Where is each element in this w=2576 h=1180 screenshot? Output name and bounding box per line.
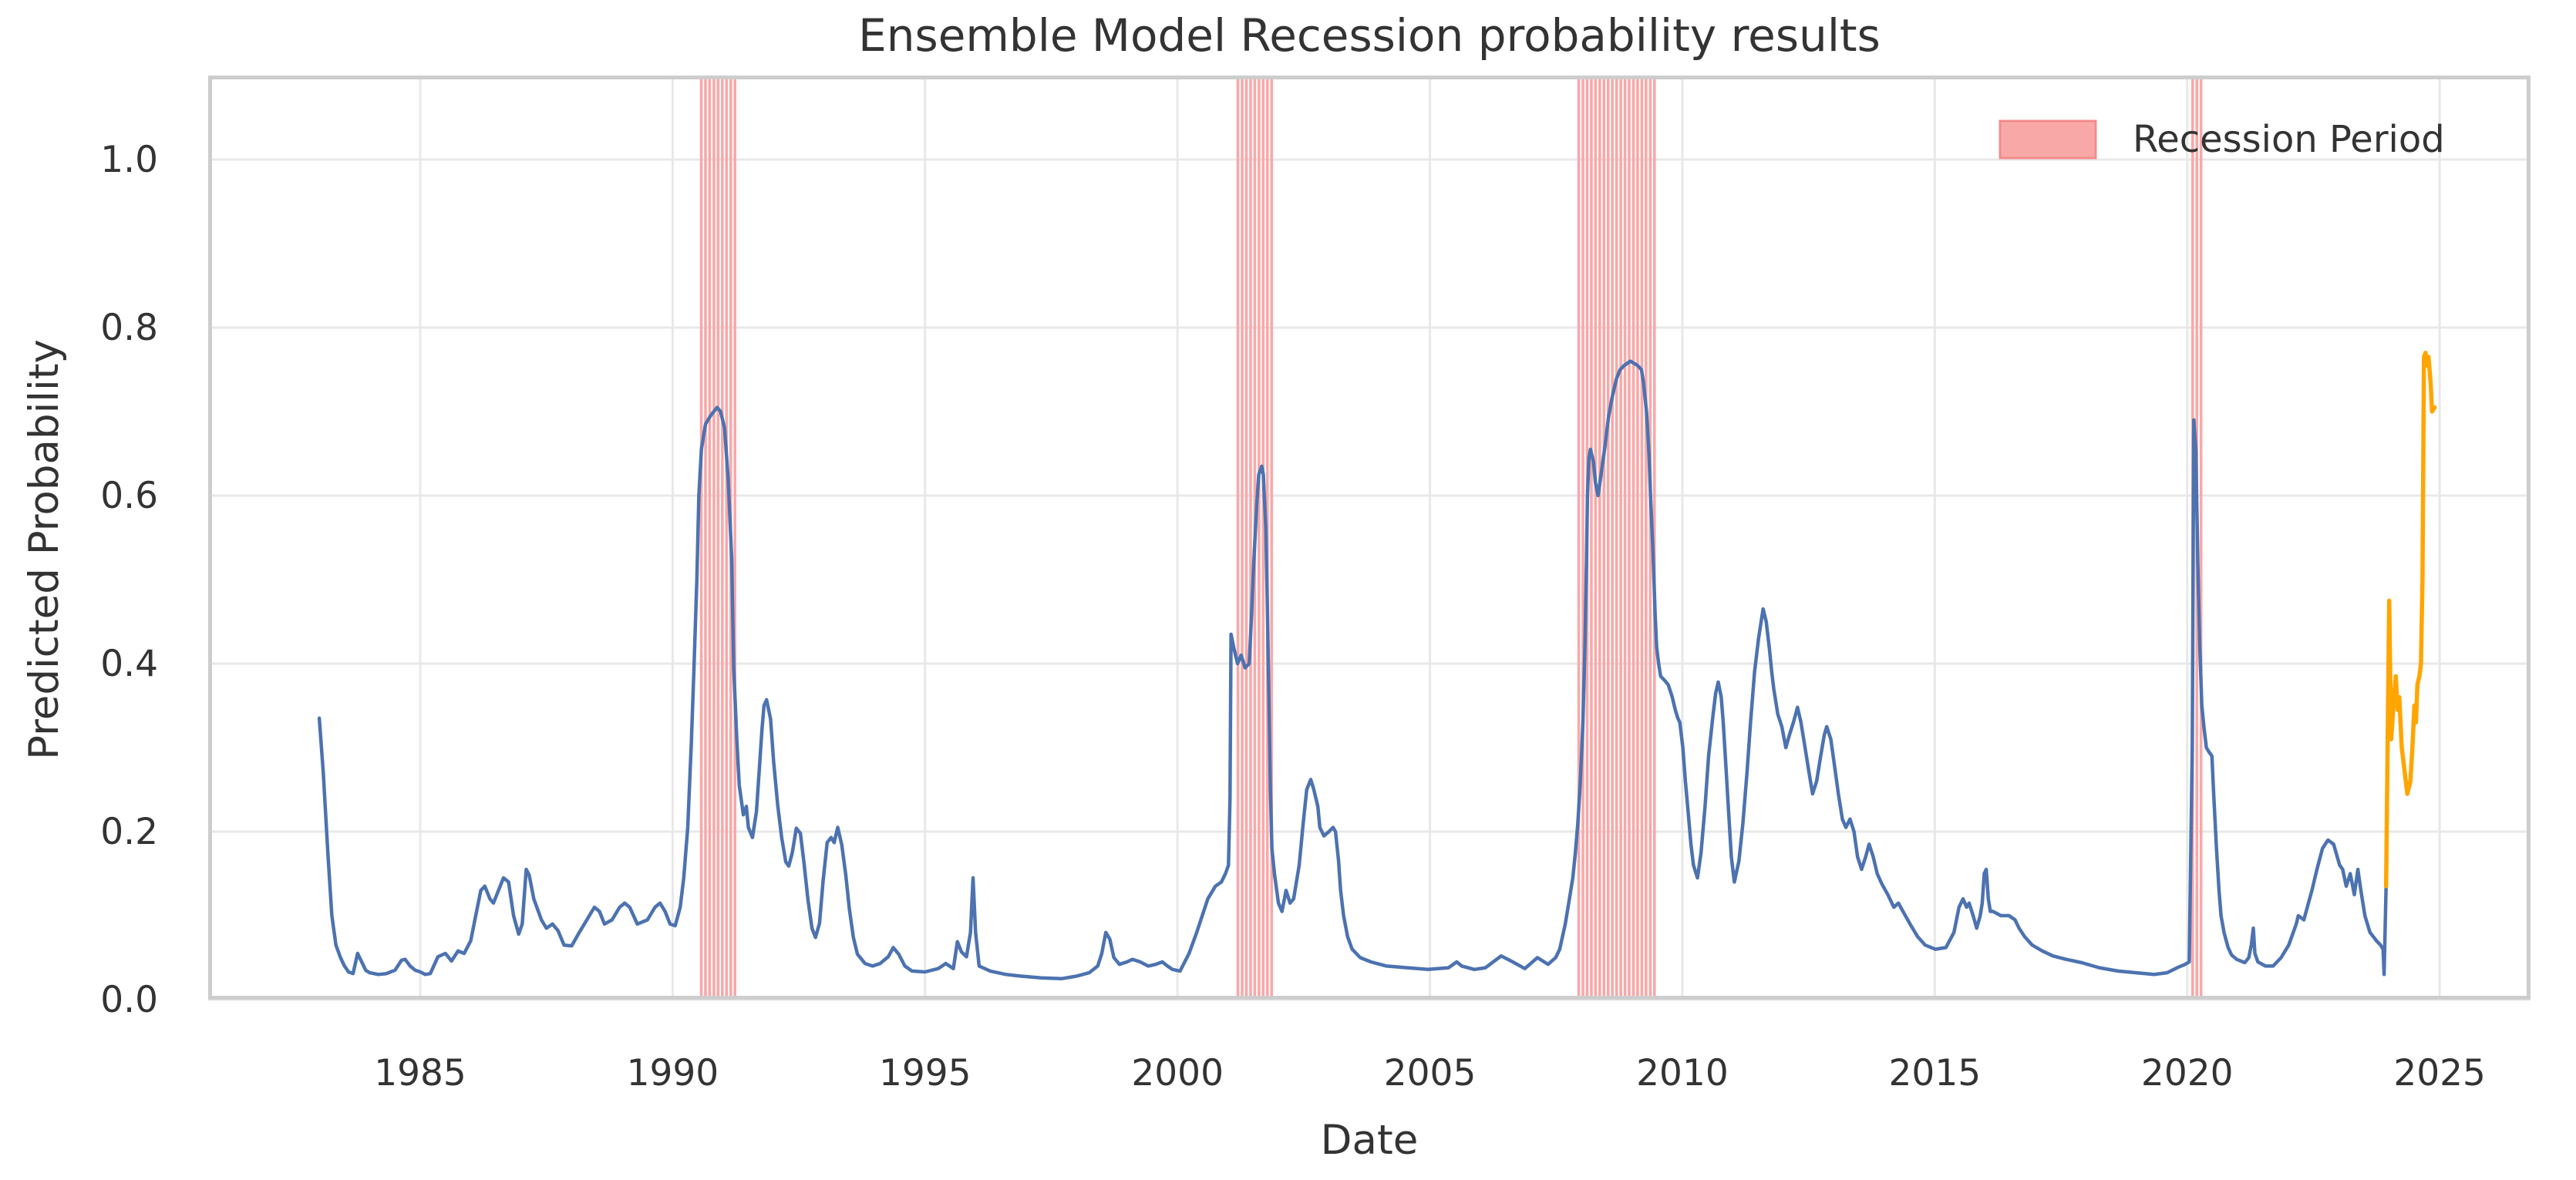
recession-band-bar xyxy=(704,77,707,998)
recession-band-bar xyxy=(1606,77,1610,998)
axes-border xyxy=(208,76,2531,1000)
x-tick-label: 2010 xyxy=(1636,1052,1729,1094)
recession-band-bar xyxy=(1615,77,1618,998)
recession-band-bar xyxy=(1640,77,1644,998)
recession-band-bar xyxy=(1236,77,1240,998)
plot-area xyxy=(208,76,2531,1000)
recession-band-bar xyxy=(2199,77,2203,998)
legend: Recession Period xyxy=(1999,118,2445,161)
y-tick-label: 0.8 xyxy=(100,307,158,349)
predicted-probability-recent-line xyxy=(2383,350,2437,889)
legend-label: Recession Period xyxy=(2133,118,2445,161)
recession-band-bar xyxy=(1611,77,1615,998)
recession-band-bar xyxy=(1648,77,1652,998)
recession-band-bar xyxy=(1270,77,1274,998)
recession-band-bar xyxy=(1636,77,1639,998)
x-tick-label: 1985 xyxy=(374,1052,466,1094)
recession-band-bar xyxy=(733,77,737,998)
x-tick-label: 2020 xyxy=(2141,1052,2234,1094)
recession-band-bar xyxy=(716,77,720,998)
chart-title: Ensemble Model Recession probability res… xyxy=(858,9,1881,62)
recession-band-bar xyxy=(1619,77,1622,998)
recession-band-bar xyxy=(1631,77,1635,998)
tick-labels-layer: 1985 1990 1995 2000 2005 2010 2015 2020 2025 0.0 0… xyxy=(100,139,2486,1094)
recession-band-bar xyxy=(1628,77,1631,998)
recession-band-bar xyxy=(699,77,703,998)
recession-band-bar xyxy=(1258,77,1261,998)
x-tick-label: 2015 xyxy=(1889,1052,1982,1094)
recession-band-bar xyxy=(1652,77,1656,998)
recession-band-bar xyxy=(1590,77,1593,998)
recession-band-bar xyxy=(1594,77,1598,998)
recession-band-bar xyxy=(1577,77,1581,998)
x-tick-label: 2005 xyxy=(1384,1052,1477,1094)
recession-band-bar xyxy=(721,77,724,998)
series-layer xyxy=(317,350,2437,981)
predicted-probability-history-line xyxy=(317,359,2388,981)
y-tick-label: 0.2 xyxy=(100,811,158,853)
y-tick-label: 0.4 xyxy=(100,643,158,685)
recession-band-bar xyxy=(712,77,716,998)
recession-band-bar xyxy=(1602,77,1606,998)
x-axis-label: Date xyxy=(1321,1117,1419,1164)
y-tick-label: 1.0 xyxy=(100,139,158,181)
recession-band-bar xyxy=(1241,77,1244,998)
recession-band-bar xyxy=(1598,77,1601,998)
x-tick-label: 2025 xyxy=(2393,1052,2486,1094)
recession-band-bar xyxy=(1249,77,1252,998)
recession-band-bar xyxy=(725,77,729,998)
x-tick-label: 1995 xyxy=(879,1052,971,1094)
x-tick-label: 2000 xyxy=(1131,1052,1224,1094)
recession-band-bar xyxy=(1244,77,1248,998)
recession-band-bar xyxy=(1261,77,1265,998)
recession-band-bar xyxy=(1623,77,1627,998)
x-tick-label: 1990 xyxy=(627,1052,719,1094)
recession-band-bar xyxy=(1581,77,1584,998)
y-axis-label: Predicted Probability xyxy=(21,339,68,760)
recession-band-bar xyxy=(708,77,712,998)
y-tick-label: 0.0 xyxy=(100,979,158,1021)
y-tick-label: 0.6 xyxy=(100,475,158,517)
recession-period-swatch xyxy=(1999,119,2097,160)
recession-band-bar xyxy=(1645,77,1648,998)
